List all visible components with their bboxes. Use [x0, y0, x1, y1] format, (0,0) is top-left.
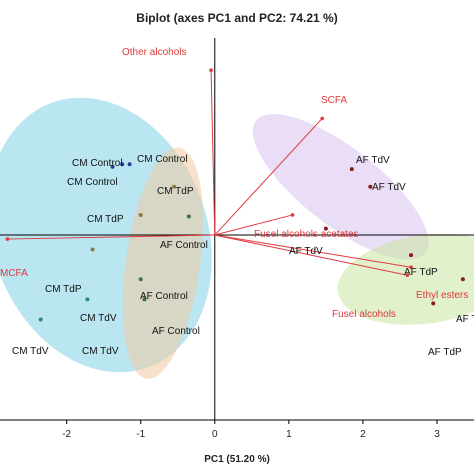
point-cm_tdp	[138, 212, 143, 217]
vector-line	[214, 214, 293, 236]
point-label: CM TdP	[157, 186, 194, 197]
point-label: AF Control	[152, 326, 200, 337]
variable-label-scfa: SCFA	[321, 95, 347, 106]
point-label: CM Control	[67, 177, 118, 188]
vector-line	[214, 234, 408, 276]
point-label: CM TdP	[45, 284, 82, 295]
variable-label-mcfa: MCFA	[0, 268, 28, 279]
x-tick-label: 0	[212, 429, 218, 440]
point-label: AF TdP	[404, 267, 438, 278]
ellipse-af_tdp	[337, 233, 474, 325]
observation-labels: CM Control CM Control CM Control CM TdP …	[12, 154, 474, 358]
variable-labels: Other alcohols SCFA Fusel alcohols aceta…	[0, 47, 468, 320]
x-tick-label: 2	[360, 429, 366, 440]
point-af_tdp	[409, 253, 414, 258]
x-tick-label: -1	[136, 429, 145, 440]
point-label: CM TdV	[82, 346, 119, 357]
vector-tip	[320, 116, 324, 121]
vector-tip	[405, 273, 410, 278]
point-label: CM TdV	[12, 346, 49, 357]
vector-line	[7, 234, 215, 240]
point-cm_tdv	[85, 297, 90, 302]
point-label: AF TdV	[356, 155, 390, 166]
vector-line	[214, 234, 412, 268]
ellipse-af_tdv	[252, 114, 429, 260]
point-label: CM TdV	[80, 313, 117, 324]
point-af_tdp	[460, 277, 465, 282]
point-label: CM TdP	[87, 214, 124, 225]
point-af_control	[142, 297, 147, 302]
point-label: AF TdV	[372, 182, 406, 193]
vector-tip	[409, 265, 413, 270]
x-tick-label: 1	[286, 429, 292, 440]
x-tick-label: -2	[62, 429, 71, 440]
x-axis-label: PC1 (51.20 %)	[204, 454, 270, 465]
point-label: CM Control	[72, 158, 123, 169]
point-label: AF Control	[140, 291, 188, 302]
x-ticks: -2 -1 0 1 2 3	[62, 420, 440, 440]
variable-label-other-alcohols: Other alcohols	[122, 47, 186, 58]
observation-points	[38, 162, 465, 322]
point-cm_control	[127, 162, 132, 167]
point-af_tdv	[349, 167, 354, 172]
vector-tip	[209, 68, 213, 72]
point-af_tdp	[431, 301, 436, 306]
variable-label-fusel-alcohols-acetates: Fusel alcohols acetates	[254, 229, 359, 240]
chart-title: Biplot (axes PC1 and PC2: 74.21 %)	[136, 11, 337, 25]
point-cm_control	[110, 164, 115, 169]
point-cm_tdp	[90, 247, 95, 252]
point-label: AF TdV	[289, 246, 323, 257]
ellipse-af_control	[122, 147, 204, 379]
vector-line	[214, 118, 323, 236]
variable-label-ethyl-esters: Ethyl esters	[416, 290, 468, 301]
variable-label-fusel-alcohols: Fusel alcohols	[332, 309, 396, 320]
point-label: AF Control	[160, 240, 208, 251]
vector-line	[210, 70, 216, 236]
vector-tip	[5, 237, 10, 241]
point-cm_control	[120, 162, 125, 167]
point-af_tdv	[323, 226, 328, 231]
point-label: AF TdP	[428, 347, 462, 358]
point-cm_tdp	[172, 184, 177, 189]
point-af_tdv	[368, 184, 373, 189]
point-af_control	[138, 277, 143, 282]
point-cm_tdv	[38, 317, 43, 322]
variable-vectors	[5, 68, 413, 278]
vector-tip	[290, 213, 295, 217]
point-label: AF T	[456, 314, 474, 325]
x-tick-label: 3	[434, 429, 440, 440]
point-af_control	[186, 214, 191, 219]
point-label: CM Control	[137, 154, 188, 165]
